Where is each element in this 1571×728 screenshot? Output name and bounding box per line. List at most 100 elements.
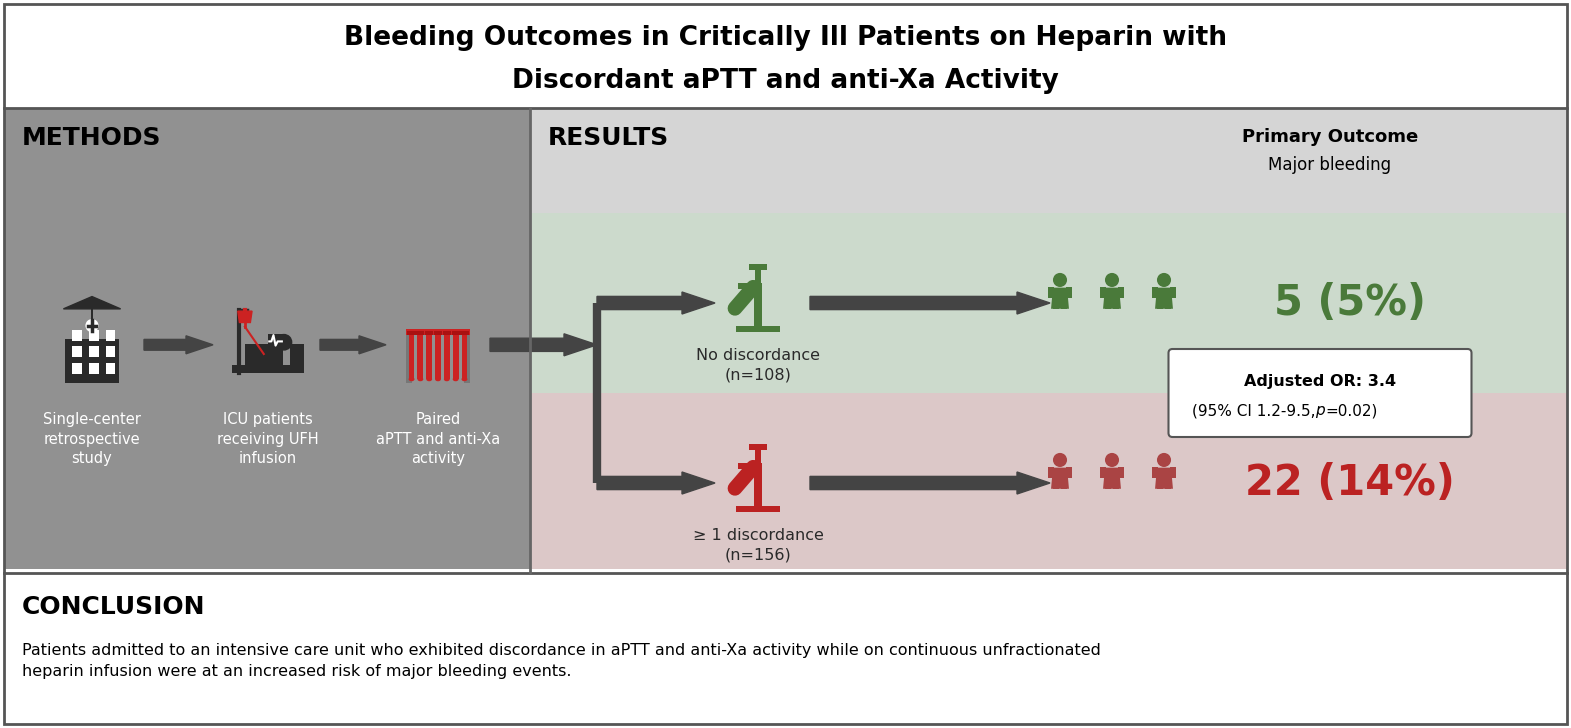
Bar [529, 213, 1566, 393]
Ellipse shape [426, 377, 432, 381]
Ellipse shape [462, 377, 468, 381]
Polygon shape [145, 336, 214, 354]
Bar [434, 331, 441, 335]
Bar [289, 344, 303, 373]
Bar [529, 108, 1566, 213]
Ellipse shape [731, 486, 740, 491]
Polygon shape [597, 292, 715, 314]
Bar [452, 335, 459, 379]
Text: No discordance
(n=108): No discordance (n=108) [696, 348, 820, 382]
Text: Bleeding Outcomes in Critically Ill Patients on Heparin with: Bleeding Outcomes in Critically Ill Pati… [344, 25, 1227, 51]
Circle shape [1104, 273, 1119, 287]
Polygon shape [811, 292, 1049, 314]
Bar [1053, 291, 1059, 309]
Bar [5, 108, 529, 573]
Bar [90, 363, 99, 374]
Polygon shape [1155, 467, 1174, 488]
Bar [1170, 287, 1177, 298]
Ellipse shape [408, 377, 415, 381]
Text: =0.02): =0.02) [1324, 403, 1378, 418]
Circle shape [1104, 453, 1119, 467]
Text: CONCLUSION: CONCLUSION [22, 595, 206, 619]
Text: p: p [1315, 403, 1324, 418]
Bar [1152, 467, 1158, 478]
Bar [1067, 287, 1071, 298]
Bar [1053, 471, 1059, 488]
Bar [405, 329, 470, 335]
Polygon shape [1103, 467, 1122, 488]
Bar [749, 264, 767, 270]
Bar [64, 339, 119, 383]
Bar [105, 363, 115, 374]
Bar [408, 335, 415, 379]
Text: RESULTS: RESULTS [548, 126, 669, 150]
Polygon shape [1155, 288, 1174, 309]
Text: (95% CI 1.2-9.5,: (95% CI 1.2-9.5, [1192, 403, 1320, 418]
Bar [1100, 287, 1106, 298]
Text: Adjusted OR: 3.4: Adjusted OR: 3.4 [1244, 374, 1397, 389]
Ellipse shape [452, 377, 459, 381]
Bar [465, 335, 470, 384]
Bar [426, 335, 432, 379]
Bar [460, 331, 468, 335]
Bar [754, 285, 762, 325]
Bar [105, 330, 115, 341]
Text: Major bleeding: Major bleeding [1268, 156, 1392, 174]
Bar [443, 331, 451, 335]
Bar [1104, 291, 1111, 309]
Polygon shape [237, 311, 251, 323]
Bar [1104, 471, 1111, 488]
Circle shape [275, 334, 292, 351]
Bar [1048, 287, 1054, 298]
Bar [1166, 291, 1170, 309]
Bar [72, 330, 82, 341]
Bar [245, 344, 283, 365]
Polygon shape [1051, 288, 1068, 309]
Bar [1062, 471, 1067, 488]
Bar [529, 393, 1566, 573]
Bar [1062, 291, 1067, 309]
Bar [737, 506, 779, 513]
Circle shape [1156, 453, 1170, 467]
Bar [1067, 467, 1071, 478]
Bar [407, 331, 416, 335]
Bar [1100, 467, 1106, 478]
Bar [72, 363, 82, 374]
Bar [738, 463, 762, 469]
Polygon shape [1103, 288, 1122, 309]
Polygon shape [490, 334, 597, 356]
Bar [233, 365, 303, 373]
Ellipse shape [445, 377, 449, 381]
Circle shape [1053, 453, 1067, 467]
Ellipse shape [418, 377, 423, 381]
Ellipse shape [731, 306, 740, 312]
Bar [105, 347, 115, 357]
Bar [90, 330, 99, 341]
Bar [418, 335, 423, 379]
Bar [426, 331, 434, 335]
Bar [1048, 467, 1054, 478]
Text: METHODS: METHODS [22, 126, 162, 150]
Bar [1166, 471, 1170, 488]
Bar [462, 335, 468, 379]
Text: Primary Outcome: Primary Outcome [1241, 128, 1419, 146]
Polygon shape [1051, 467, 1068, 488]
Text: ≥ 1 discordance
(n=156): ≥ 1 discordance (n=156) [693, 528, 823, 562]
FancyBboxPatch shape [1169, 349, 1472, 437]
Bar [1170, 467, 1177, 478]
FancyArrow shape [63, 296, 121, 321]
Circle shape [85, 319, 99, 332]
Polygon shape [597, 472, 715, 494]
Text: Patients admitted to an intensive care unit who exhibited discordance in aPTT an: Patients admitted to an intensive care u… [22, 643, 1101, 679]
Bar [416, 331, 424, 335]
Polygon shape [811, 472, 1049, 494]
Bar [1152, 287, 1158, 298]
Bar [451, 331, 460, 335]
Bar [1114, 291, 1119, 309]
Bar [1119, 287, 1125, 298]
Circle shape [1053, 273, 1067, 287]
Bar [435, 335, 441, 379]
Circle shape [1156, 273, 1170, 287]
Text: Discordant aPTT and anti-Xa Activity: Discordant aPTT and anti-Xa Activity [512, 68, 1059, 94]
Bar [1156, 471, 1163, 488]
